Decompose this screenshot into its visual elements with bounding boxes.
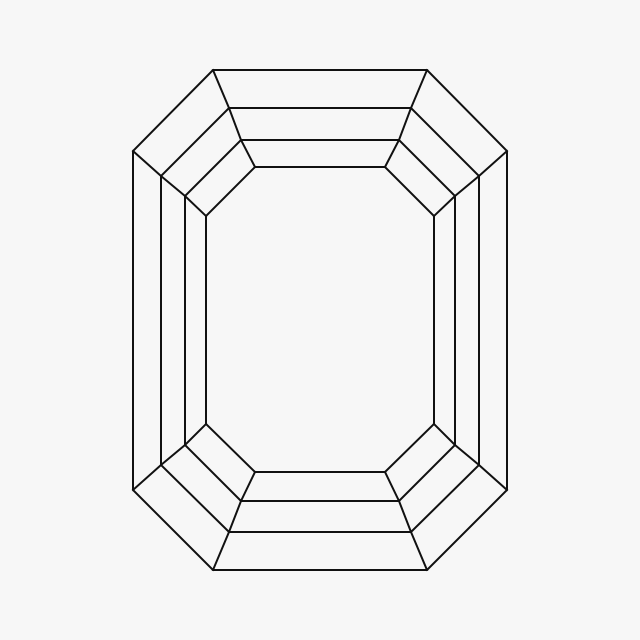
table-facet <box>205 166 435 473</box>
ridge-top-left-a <box>211 68 257 169</box>
ridge-top-right-b <box>432 149 509 218</box>
ridge-bottom-right-b <box>383 470 429 572</box>
step-ring-3 <box>184 139 456 502</box>
outer-girdle-outline <box>132 69 508 571</box>
ridge-top-left-b <box>131 149 208 218</box>
corner-ridges <box>131 68 509 572</box>
ridge-bottom-left-b <box>131 422 208 492</box>
ridge-bottom-left-a <box>211 470 257 572</box>
ridge-bottom-right-a <box>432 422 509 492</box>
ridge-top-right-a <box>383 68 429 169</box>
